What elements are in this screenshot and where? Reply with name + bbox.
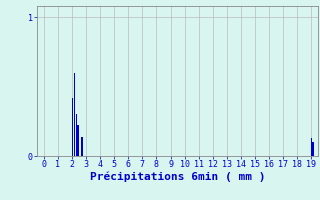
Bar [311, 138, 312, 156]
Bar [81, 137, 83, 156]
X-axis label: Précipitations 6min ( mm ): Précipitations 6min ( mm ) [90, 172, 265, 182]
Bar [74, 73, 75, 156]
Bar [313, 142, 314, 156]
Bar [77, 125, 79, 156]
Bar [72, 98, 73, 156]
Bar [76, 114, 77, 156]
